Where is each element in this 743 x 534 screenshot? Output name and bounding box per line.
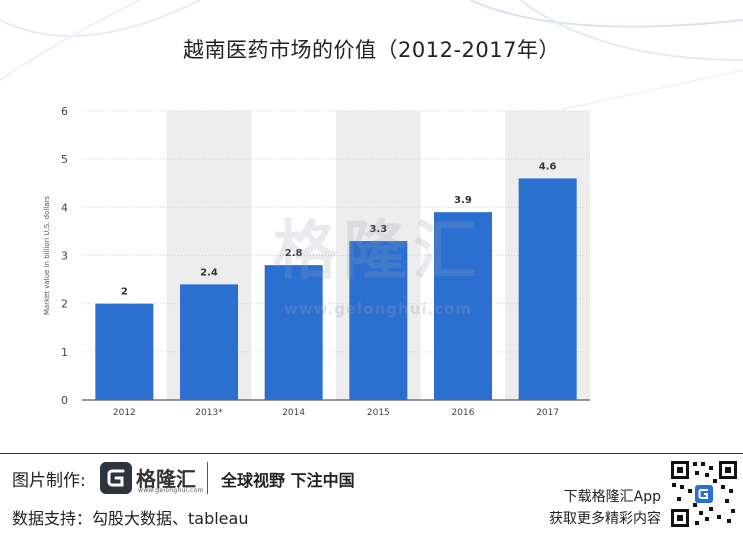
watermark-url: www.gelonghui.com: [283, 300, 473, 318]
slogan: 全球视野 下注中国: [221, 471, 355, 490]
footer-credit-label: 图片制作:: [12, 471, 86, 491]
data-label: 3.9: [454, 195, 472, 206]
y-tick-label: 6: [61, 105, 68, 118]
data-label: 4.6: [539, 161, 557, 172]
x-tick-label: 2015: [367, 408, 390, 418]
x-tick-label: 2016: [452, 408, 475, 418]
bar-2015: [349, 241, 408, 400]
watermark-text: 格隆汇: [273, 215, 483, 289]
bar-2013: [180, 284, 238, 400]
bar-2012: [95, 303, 154, 400]
y-tick-label: 0: [61, 394, 68, 407]
data-source: 数据支持：勾股大数据、tableau: [12, 509, 249, 528]
x-tick-label: 2014: [282, 408, 305, 418]
data-label: 2.8: [285, 248, 303, 259]
app-promo-text: 获取更多精彩内容: [549, 511, 661, 527]
chart-title: 越南医药市场的价值（2012-2017年）: [183, 38, 560, 62]
x-tick-label: 2013*: [195, 408, 223, 418]
y-tick-label: 3: [61, 250, 68, 263]
data-label: 3.3: [369, 224, 387, 235]
qr-code-icon[interactable]: [669, 459, 739, 529]
y-tick-label: 4: [61, 201, 68, 214]
bar-chart: 0 1 2 3 4 5 6 2 2012 2.4 2013* 2.8 2014 3.3 2015 3.9 201…: [43, 105, 590, 418]
app-download-text: 下载格隆汇App: [563, 489, 661, 505]
data-label: 2.4: [200, 267, 218, 278]
bar-2014: [264, 265, 323, 400]
data-label: 2: [121, 287, 128, 298]
footer-vertical-divider: [207, 462, 208, 494]
logo-url: www.gelonghui.com: [138, 487, 204, 494]
y-tick-label: 5: [61, 153, 68, 166]
x-tick-label: 2017: [536, 408, 559, 418]
gelonghui-logo-icon: [100, 462, 132, 494]
bar-2016: [434, 212, 492, 400]
logo-name: 格隆汇: [136, 467, 196, 491]
footer-divider-line: [0, 453, 743, 454]
y-tick-label: 2: [61, 298, 68, 311]
bar-2017: [518, 178, 577, 400]
x-tick-label: 2012: [113, 408, 136, 418]
y-axis-label: Market value in billion U.S. dollars: [43, 196, 51, 315]
y-tick-label: 1: [61, 346, 68, 359]
